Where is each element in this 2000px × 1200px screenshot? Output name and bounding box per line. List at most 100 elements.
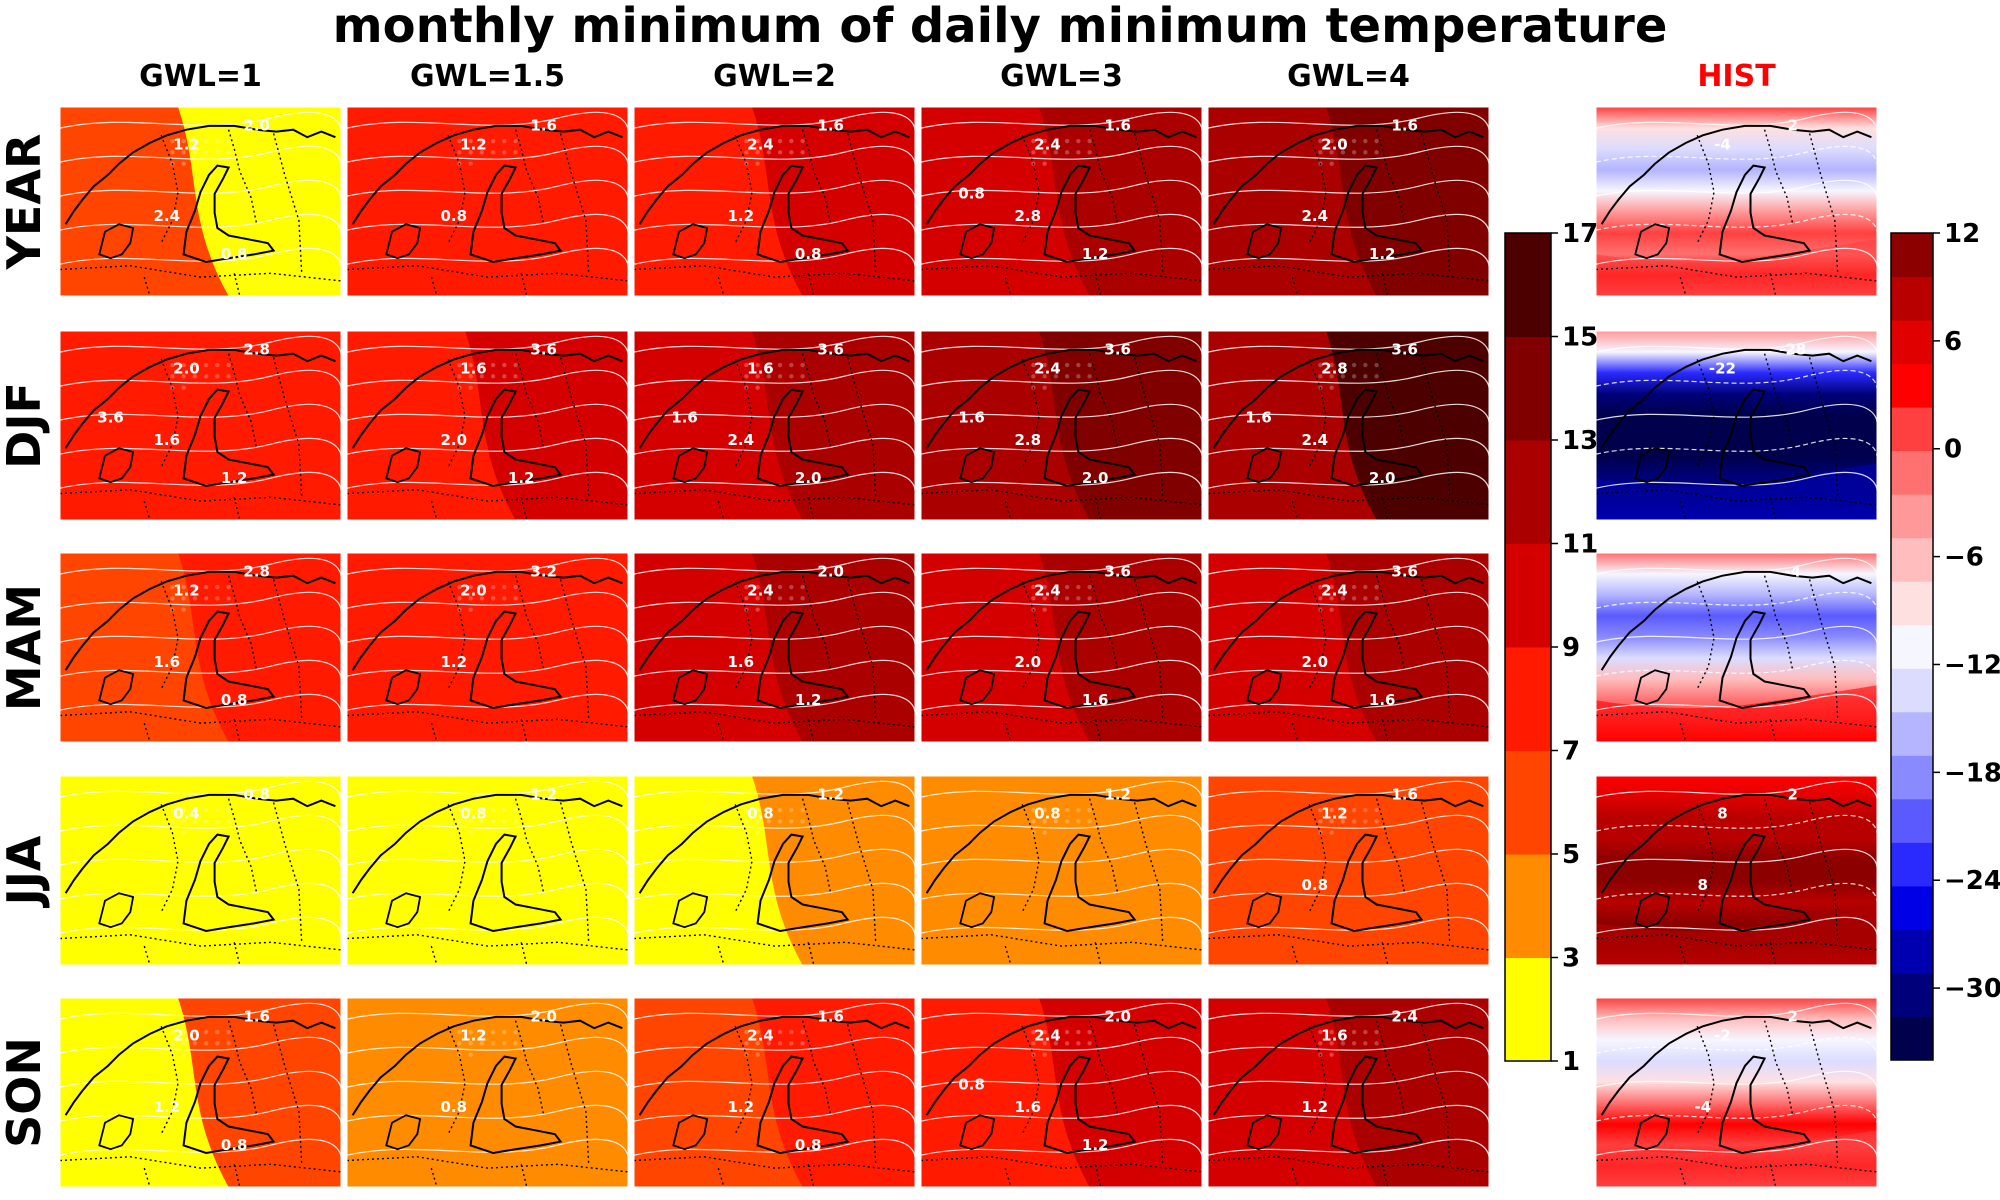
- denmark-coastline: [959, 447, 996, 484]
- contour-label: 1.2: [460, 1026, 487, 1044]
- country-border: [1696, 135, 1715, 244]
- contour-line: [1208, 472, 1489, 491]
- country-border: [1133, 133, 1164, 274]
- contour-line: [60, 1139, 341, 1158]
- country-border: [921, 265, 1202, 282]
- contour-label: -4: [1714, 135, 1731, 153]
- contour-line: [60, 369, 341, 389]
- denmark-coastline: [385, 892, 422, 929]
- contour-label: 1.6: [747, 359, 774, 377]
- country-border: [1133, 1024, 1164, 1165]
- contour-label: 1.2: [727, 1098, 754, 1116]
- contour-line: [347, 335, 628, 355]
- colorbar-segment: [1505, 233, 1551, 337]
- map-panel: 0.8 0.4: [59, 775, 342, 966]
- country-border: [634, 1156, 915, 1173]
- country-border: [1696, 1026, 1715, 1135]
- figure-title: monthly minimum of daily minimum tempera…: [333, 0, 1668, 54]
- contour-line: [921, 248, 1202, 267]
- country-border: [1088, 353, 1119, 449]
- country-border: [1679, 1167, 1687, 1187]
- contour-line: [1208, 625, 1489, 645]
- country-border: [160, 581, 179, 690]
- contour-label: 2.0: [1082, 469, 1109, 487]
- country-border: [717, 276, 725, 296]
- contour-line: [921, 369, 1202, 389]
- contour-label: 2.0: [1014, 653, 1041, 671]
- country-border: [60, 711, 341, 728]
- country-border: [272, 579, 303, 720]
- contour-line: [634, 213, 915, 233]
- coastline: [638, 793, 910, 894]
- contour-line: [1208, 403, 1489, 423]
- baltic-coastline: [1330, 1055, 1424, 1155]
- contour-line: [1208, 179, 1489, 199]
- country-border: [734, 359, 753, 468]
- coastline: [1212, 1015, 1484, 1116]
- country-border: [1208, 265, 1489, 282]
- baltic-coastline: [756, 1055, 850, 1155]
- contour-label: -22: [1709, 359, 1736, 377]
- coastline: [1212, 348, 1484, 449]
- country-border: [1088, 798, 1119, 894]
- country-border: [734, 804, 753, 913]
- map-panel: 2.0 1.2 0.8: [346, 997, 629, 1188]
- contour-label: 2.0: [1321, 135, 1348, 153]
- contour-line: [634, 694, 915, 713]
- country-border: [60, 1156, 341, 1173]
- contour-label: 2.0: [243, 116, 270, 134]
- baltic-coastline: [1043, 1055, 1137, 1155]
- colorbar-segment: [1891, 320, 1933, 365]
- contour-line: [1596, 437, 1877, 457]
- contour-line: [60, 848, 341, 868]
- contour-line: [60, 917, 341, 936]
- map-panel: 1.6 2.0 1.2 0.8: [59, 997, 342, 1188]
- coastline: [925, 348, 1197, 449]
- country-border: [1088, 575, 1119, 671]
- contour-label: 2.8: [1014, 431, 1041, 449]
- contour-label: 3.6: [1391, 562, 1418, 580]
- contour-line: [1596, 335, 1877, 355]
- denmark-coastline: [959, 892, 996, 929]
- country-border: [1021, 804, 1040, 913]
- coastline: [638, 348, 910, 449]
- contour-line: [347, 111, 628, 131]
- country-border: [143, 945, 151, 965]
- country-border: [1308, 1026, 1327, 1135]
- contour-line: [347, 557, 628, 577]
- baltic-coastline: [469, 1055, 563, 1155]
- contour-line: [1208, 437, 1489, 457]
- colorbar-segment: [1891, 407, 1933, 452]
- contour-line: [60, 1036, 341, 1056]
- contour-line: [60, 780, 341, 800]
- contour-line: [1208, 335, 1489, 355]
- country-border: [272, 1024, 303, 1165]
- country-border: [1004, 276, 1012, 296]
- country-border: [1088, 129, 1119, 225]
- baltic-coastline: [469, 610, 563, 710]
- contour-label: 2.4: [1301, 431, 1328, 449]
- contour-line: [634, 882, 915, 902]
- contour-line: [921, 437, 1202, 457]
- colorbar-segment: [1505, 440, 1551, 544]
- map-panel: 2.0 2.4 1.6 1.2 0.8: [920, 997, 1203, 1188]
- contour-label: 2.4: [1391, 1007, 1418, 1025]
- contour-label: 2.0: [795, 469, 822, 487]
- denmark-coastline: [1634, 1114, 1671, 1151]
- country-border: [1375, 129, 1406, 225]
- contour-label: 0.8: [243, 785, 270, 803]
- denmark-coastline: [385, 447, 422, 484]
- country-border: [1696, 581, 1715, 690]
- baltic-coastline: [182, 388, 276, 488]
- coastline: [64, 570, 336, 671]
- coastline: [1212, 124, 1484, 225]
- row-label: YEAR: [0, 134, 51, 271]
- contour-line: [60, 179, 341, 199]
- contour-line: [1208, 848, 1489, 868]
- map-panel: 1.6 2.4 1.2 0.8: [633, 106, 916, 297]
- country-border: [227, 129, 258, 225]
- country-border: [1381, 497, 1389, 520]
- country-border: [233, 1164, 241, 1187]
- baltic-coastline: [182, 1055, 276, 1155]
- country-border: [1021, 1026, 1040, 1135]
